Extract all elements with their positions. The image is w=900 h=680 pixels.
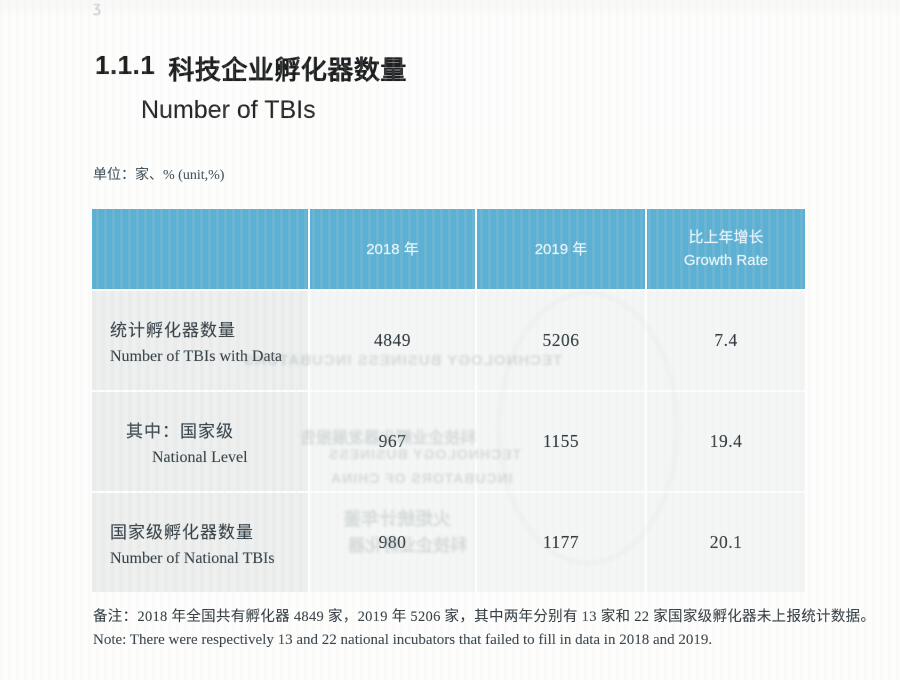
row-label-national-tbis: 国家级孵化器数量 Number of National TBIs [92,493,308,592]
header-growth-en: Growth Rate [683,252,769,269]
cell-national-tbis-2018: 980 [310,493,475,592]
cell-national-level-2018: 967 [310,392,475,491]
cell-tbis-2019: 5206 [477,291,645,390]
row-label-national-level: 其中：国家级 National Level [92,392,308,491]
row-label-en: Number of TBIs with Data [110,347,283,365]
cell-national-level-growth: 19.4 [647,392,805,491]
footnote-en: Note: There were respectively 13 and 22 … [93,631,713,648]
row-label-en: Number of National TBIs [110,549,275,567]
section-title: 1.1.1 科技企业孵化器数量 [95,50,407,87]
cell-national-tbis-growth: 20.1 [647,493,805,592]
row-label-zh: 其中：国家级 [126,421,234,441]
cell-national-level-2019: 1155 [477,392,645,491]
unit-note: 单位：家、% (unit,%) [93,168,225,183]
header-growth-zh: 比上年增长 [688,229,764,246]
row-label-zh: 统计孵化器数量 [110,320,236,340]
section-number: 1.1.1 [95,50,156,80]
row-label-zh: 国家级孵化器数量 [110,522,254,542]
section-title-en: Number of TBIs [141,96,316,124]
statistics-table: 2018 年 2019 年 比上年增长 Growth Rate 统计孵化器数量 … [92,209,805,592]
cell-national-tbis-2019: 1177 [477,493,645,592]
header-cell-2018: 2018 年 [310,209,475,289]
section-title-zh: 科技企业孵化器数量 [168,55,407,85]
row-label-tbis-with-data: 统计孵化器数量 Number of TBIs with Data [92,291,308,390]
header-cell-2019: 2019 年 [477,209,645,289]
cell-tbis-growth: 7.4 [647,291,805,390]
footnotes: 备注：2018 年全国共有孵化器 4849 家，2019 年 5206 家，其中… [93,606,875,651]
header-cell-growth: 比上年增长 Growth Rate [647,209,805,289]
cell-tbis-2018: 4849 [310,291,475,390]
header-cell-blank [92,209,308,289]
scan-artifact-mark: ʒ [93,0,102,16]
footnote-zh: 备注：2018 年全国共有孵化器 4849 家，2019 年 5206 家，其中… [93,609,876,625]
row-label-en: National Level [152,448,248,466]
